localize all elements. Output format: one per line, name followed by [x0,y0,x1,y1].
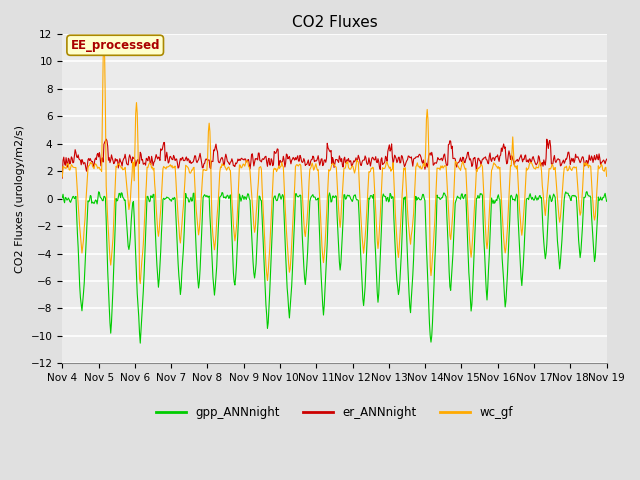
gpp_ANNnight [58,195,66,201]
Text: EE_processed: EE_processed [70,39,160,52]
er_ANNnight [401,162,409,168]
wc_gf [58,174,66,180]
er_ANNnight [417,155,425,161]
gpp_ANNnight [417,197,425,203]
gpp_ANNnight [583,189,591,194]
er_ANNnight [58,175,66,181]
Legend: gpp_ANNnight, er_ANNnight, wc_gf: gpp_ANNnight, er_ANNnight, wc_gf [152,401,517,423]
gpp_ANNnight [124,243,132,249]
wc_gf [210,240,218,245]
er_ANNnight [180,158,188,164]
wc_gf [68,163,76,168]
wc_gf [136,281,144,287]
Line: wc_gf: wc_gf [62,41,607,284]
gpp_ANNnight [603,198,611,204]
er_ANNnight [68,156,76,161]
wc_gf [125,207,132,213]
er_ANNnight [102,136,110,142]
er_ANNnight [209,159,217,165]
gpp_ANNnight [136,340,144,346]
gpp_ANNnight [401,194,409,200]
wc_gf [418,166,426,171]
gpp_ANNnight [209,274,217,280]
Y-axis label: CO2 Fluxes (urology/m2/s): CO2 Fluxes (urology/m2/s) [15,125,25,273]
wc_gf [603,173,611,179]
gpp_ANNnight [68,196,76,202]
wc_gf [181,178,189,183]
er_ANNnight [125,155,132,161]
Line: gpp_ANNnight: gpp_ANNnight [62,192,607,343]
wc_gf [100,38,108,44]
Line: er_ANNnight: er_ANNnight [62,139,607,178]
wc_gf [402,180,410,185]
gpp_ANNnight [180,229,188,235]
Title: CO2 Fluxes: CO2 Fluxes [292,15,378,30]
er_ANNnight [603,156,611,162]
